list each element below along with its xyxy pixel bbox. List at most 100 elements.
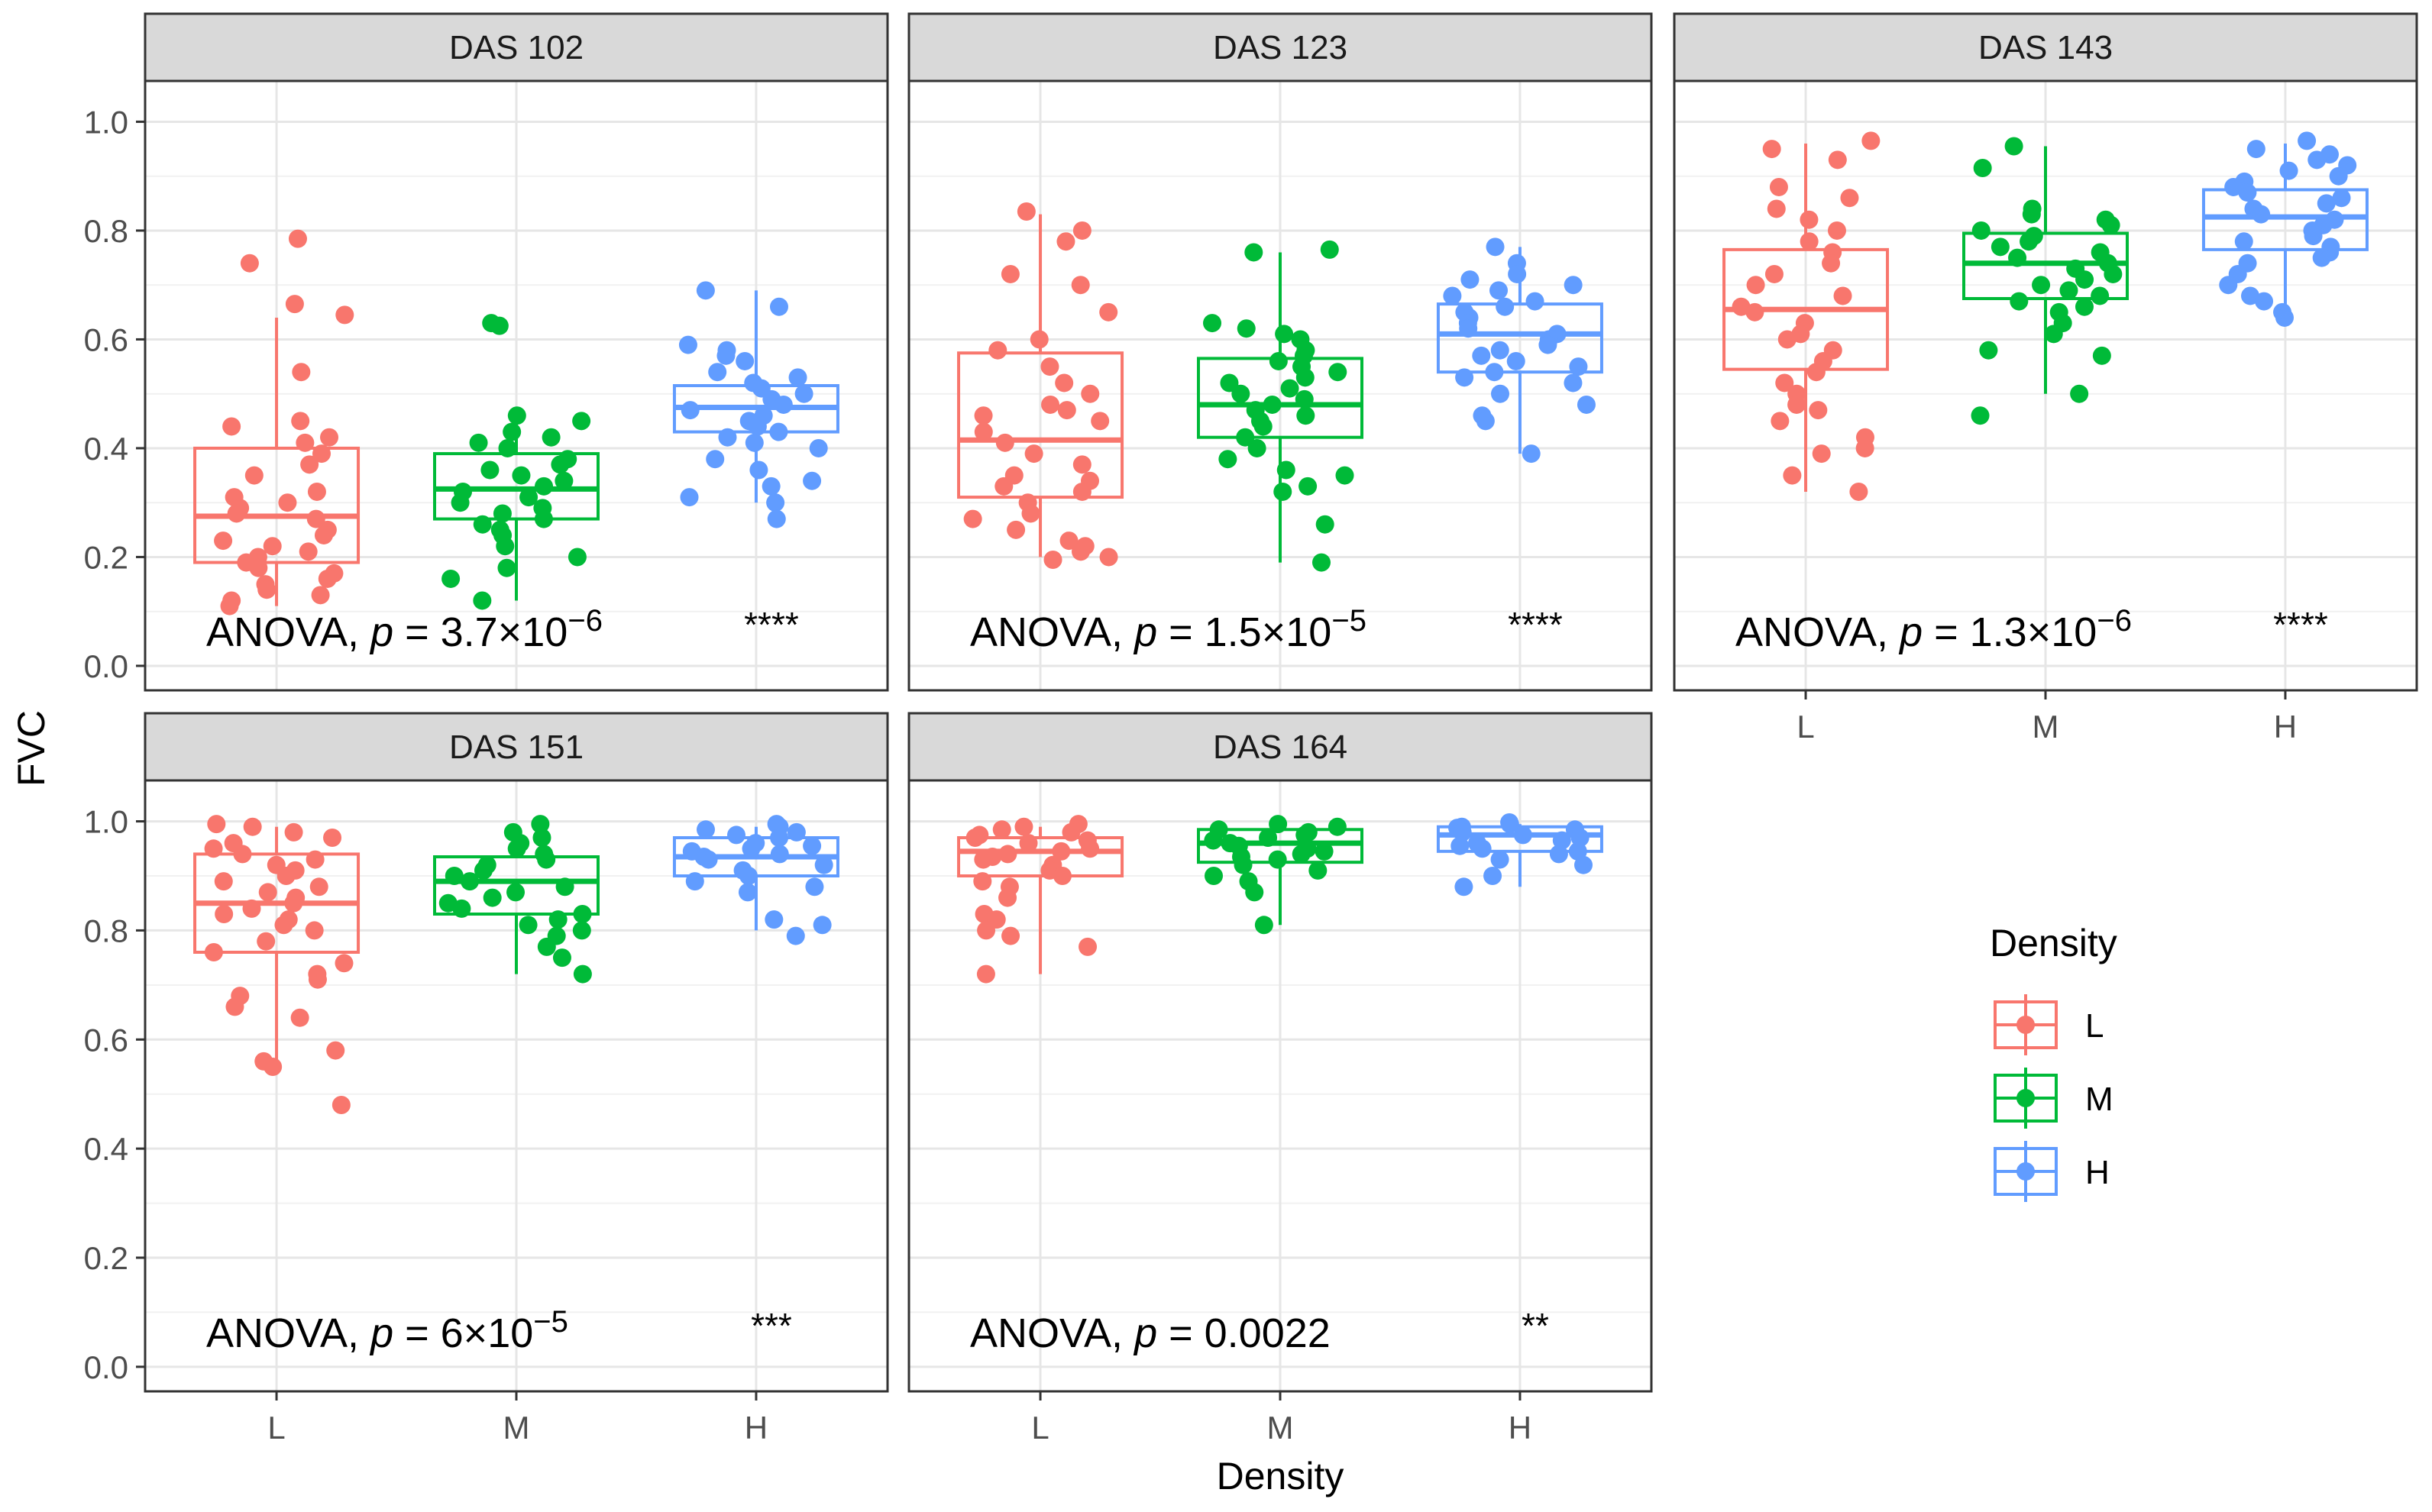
data-point	[749, 460, 768, 480]
data-point	[1443, 286, 1462, 305]
data-point	[965, 829, 985, 847]
anova-annotation: ANOVA, p = 6×10−5	[206, 1305, 568, 1356]
data-point	[1298, 477, 1318, 496]
data-point	[1099, 302, 1118, 321]
box-M	[1197, 240, 1363, 572]
data-point	[738, 883, 757, 902]
data-point	[306, 850, 325, 869]
box-H	[672, 815, 839, 945]
data-point	[498, 438, 517, 457]
data-point	[1800, 210, 1819, 229]
data-point	[1253, 417, 1273, 436]
data-point	[1019, 834, 1038, 853]
data-point	[309, 877, 328, 897]
data-point	[1508, 264, 1527, 283]
data-point	[2219, 276, 2238, 295]
data-point	[1476, 412, 1495, 431]
x-tick-label: L	[267, 1410, 285, 1446]
data-point	[2224, 177, 2243, 196]
data-point	[2101, 215, 2120, 234]
box-L	[193, 229, 361, 615]
data-point	[1483, 867, 1502, 885]
anova-annotation: ANOVA, p = 1.3×10−6	[1735, 604, 2132, 655]
x-tick-label: H	[2274, 709, 2297, 745]
data-point	[973, 872, 992, 891]
data-point	[1220, 373, 1239, 393]
facet-strip	[907, 12, 1653, 82]
data-point	[469, 433, 488, 452]
data-point	[726, 825, 745, 845]
data-point	[225, 997, 244, 1016]
data-point	[1840, 189, 1859, 208]
y-tick-label: 0.4	[84, 431, 128, 467]
data-point	[1269, 351, 1288, 370]
data-point	[490, 316, 509, 335]
data-point	[323, 829, 342, 847]
data-point	[2010, 292, 2029, 311]
data-point	[1491, 384, 1510, 403]
facet-panel: DAS 151 ANOVA, p = 6×10−5 *** 0.0 0.2 0.4 0.6 0…	[84, 712, 889, 1446]
data-point	[1024, 444, 1043, 464]
data-point	[1296, 406, 1315, 425]
data-point	[473, 591, 492, 610]
data-point	[474, 861, 493, 880]
box-L	[957, 815, 1124, 984]
data-point	[305, 921, 324, 940]
facet-strip	[144, 712, 889, 782]
data-point	[1099, 548, 1118, 567]
data-point	[483, 888, 502, 907]
data-point	[995, 433, 1014, 452]
data-point	[307, 482, 326, 501]
data-point	[314, 525, 333, 544]
data-point	[573, 964, 592, 984]
data-point	[742, 839, 761, 858]
data-point	[1295, 825, 1315, 845]
data-point	[1513, 825, 1532, 845]
data-point	[767, 509, 786, 528]
data-point	[288, 229, 307, 248]
data-point	[1292, 845, 1311, 864]
data-point	[493, 504, 512, 523]
data-point	[1496, 297, 1515, 316]
data-point	[1079, 937, 1098, 956]
data-point	[2307, 150, 2327, 170]
data-point	[1231, 384, 1250, 403]
data-point	[244, 466, 264, 485]
data-point	[748, 417, 767, 436]
data-point	[998, 888, 1017, 907]
data-point	[1552, 831, 1571, 850]
legend-label: M	[2085, 1081, 2113, 1118]
data-point	[2275, 308, 2294, 327]
data-point	[519, 916, 538, 935]
data-point	[1450, 836, 1470, 855]
data-point	[1245, 883, 1264, 902]
data-point	[696, 281, 715, 300]
legend-title: Density	[1990, 922, 2117, 964]
data-point	[331, 1096, 351, 1114]
data-point	[204, 943, 223, 961]
data-point	[1812, 444, 1831, 464]
legend: Density LMH	[1990, 922, 2117, 1202]
facet-panel: DAS 102 ANOVA, p = 3.7×10−6 **** 0.0 0.2 0.4 0…	[84, 12, 889, 692]
data-point	[1564, 276, 1583, 295]
box-L	[193, 815, 361, 1114]
data-point	[1269, 815, 1288, 834]
legend-key-H	[1994, 1141, 2058, 1202]
facet-strip-title: DAS 102	[449, 29, 584, 66]
data-point	[1570, 829, 1590, 847]
data-point	[1043, 551, 1062, 569]
data-point	[1746, 276, 1765, 295]
data-point	[461, 872, 480, 891]
box-H	[1436, 237, 1603, 464]
significance-stars: ****	[744, 605, 799, 645]
data-point	[257, 580, 277, 599]
data-point	[770, 829, 789, 847]
data-point	[1295, 389, 1314, 409]
data-point	[1204, 831, 1223, 850]
data-point	[214, 531, 233, 551]
data-point	[1973, 159, 1992, 177]
data-point	[685, 872, 704, 891]
data-point	[769, 297, 788, 316]
